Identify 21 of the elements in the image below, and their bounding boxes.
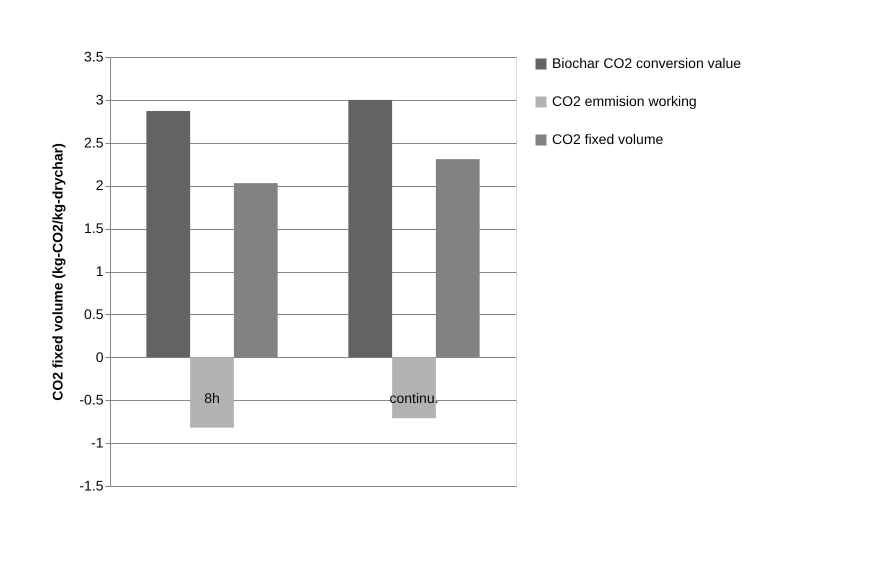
bar	[392, 357, 436, 418]
y-tick-label: -0.5	[79, 392, 104, 408]
bar	[146, 111, 190, 358]
x-tick-label: 8h	[204, 390, 220, 406]
bar	[348, 100, 392, 358]
y-tick-label: -1.5	[79, 478, 104, 494]
y-tick-label: 1.5	[84, 220, 104, 236]
y-tick-label: 2.5	[84, 134, 104, 150]
y-tick-label: 2	[96, 177, 104, 194]
bar	[190, 357, 234, 428]
y-tick-label: 0	[96, 348, 104, 365]
y-tick-label: 3.5	[84, 48, 104, 64]
y-tick-label: 3	[96, 91, 104, 108]
x-tick-label: continu.	[389, 390, 439, 406]
legend-label: Biochar CO2 conversion value	[552, 55, 742, 71]
y-tick-label: 1	[96, 263, 104, 279]
y-axis-title: CO2 fixed volume (kg-CO2/kg-drychar)	[49, 143, 66, 401]
y-tick-label: -1	[91, 434, 104, 451]
legend-label: CO2 fixed volume	[552, 131, 664, 147]
y-tick-label: 0.5	[84, 306, 104, 322]
legend-label: CO2 emmision working	[552, 93, 697, 109]
